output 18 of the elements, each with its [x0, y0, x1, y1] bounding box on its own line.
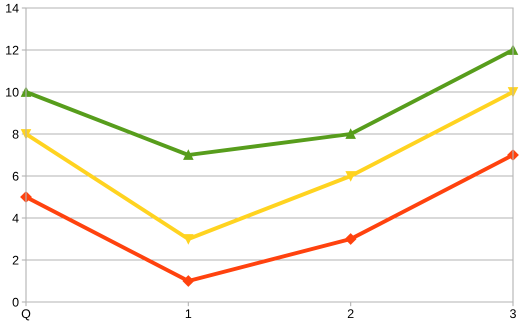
y-tick-label: 8 — [12, 130, 19, 139]
point — [346, 171, 356, 181]
y-tick-label: 6 — [12, 172, 19, 181]
x-tick-label: 1 — [186, 309, 192, 318]
point — [345, 233, 356, 245]
y-tick-label: 10 — [6, 88, 19, 97]
y-tick-label: 4 — [12, 214, 19, 223]
x-tick-label: 3 — [510, 309, 516, 318]
point — [183, 234, 194, 244]
point — [346, 129, 356, 139]
x-tick-label: 2 — [348, 309, 354, 318]
y-tick-label: 0 — [12, 298, 19, 307]
x-tick-label: Q — [22, 309, 30, 320]
point — [182, 275, 194, 287]
y-tick-label: 12 — [6, 46, 18, 55]
y-tick-label: 14 — [6, 4, 19, 13]
y-tick-label: 2 — [12, 256, 18, 265]
point — [183, 150, 194, 160]
